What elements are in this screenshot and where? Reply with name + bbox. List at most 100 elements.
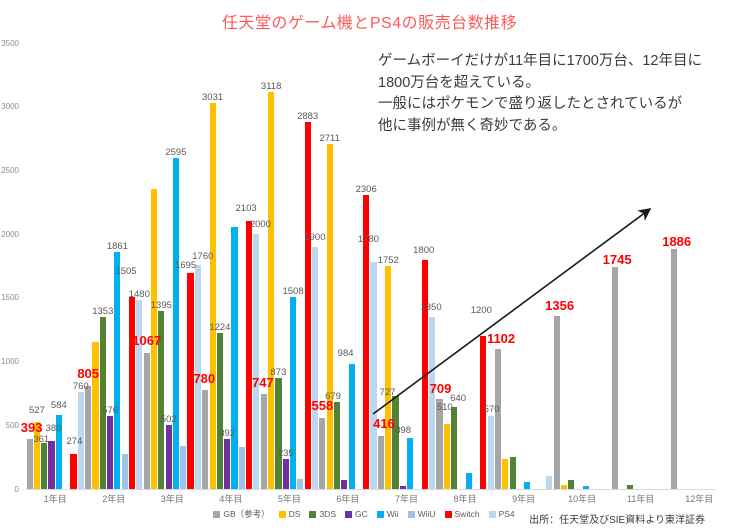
x-tick-year-9: 9年目	[512, 494, 536, 504]
x-tick-year-5: 5年目	[277, 494, 301, 504]
x-tick-year-8: 8年目	[453, 494, 477, 504]
bar-ds-y5	[268, 91, 275, 489]
label-gb-y3: 1067	[132, 333, 162, 349]
bar-3ds-y6	[333, 402, 341, 489]
legend-label-ps4: PS4	[498, 509, 515, 519]
bar-switch-y5	[304, 121, 311, 489]
y-tick-0: 0	[14, 484, 19, 494]
bar-switch-y1	[70, 454, 77, 489]
legend-label-ds: DS	[288, 509, 301, 519]
legend-swatch-wii	[376, 510, 384, 518]
legend-label-3ds: 3DS	[319, 509, 336, 519]
label-ps4-y7: 1350	[420, 301, 442, 313]
bar-gc-y3	[165, 425, 172, 489]
legend-swatch-ps4	[488, 510, 496, 518]
bar-3ds-y8	[451, 407, 458, 489]
y-tick-500: 500	[5, 420, 19, 430]
bar-gc-y2	[107, 415, 114, 489]
bar-gc-y1	[48, 440, 55, 489]
label-switch-y8: 1200	[470, 305, 492, 317]
bar-ps4-y1	[77, 392, 84, 489]
label-ps4-y4: 2000	[249, 219, 271, 231]
bar-gb-y10	[553, 316, 560, 489]
bar-3ds-y5	[275, 377, 282, 489]
bar-ds-y2	[92, 342, 99, 489]
bar-3ds-y1	[41, 442, 48, 489]
y-tick-1500: 1500	[1, 293, 19, 303]
bar-wii-y7	[407, 438, 414, 489]
bar-wii-y8	[465, 473, 472, 489]
x-tick-year-2: 2年目	[102, 494, 126, 504]
annotation-line-3: 一般にはポケモンで盛り返したとされているが	[378, 96, 683, 112]
legend: GB（参考） DS 3DS GC Wii WiiU Switch PS4	[0, 508, 728, 520]
legend-label-wiiu: WiiU	[417, 509, 436, 519]
y-tick-3000: 3000	[1, 102, 19, 112]
bar-ds-y8	[443, 424, 450, 489]
label-gb-y6: 558	[311, 397, 334, 413]
annotation-line-1: ゲームボーイだけが11年目に1700万台、12年目に	[378, 53, 703, 69]
bar-wiiu-y5	[297, 479, 304, 489]
legend-item-gb: GB（参考）	[213, 508, 270, 520]
label-ds-y6: 2711	[319, 132, 340, 144]
chart-title: 任天堂のゲーム機とPS4の販売台数推移	[221, 15, 518, 32]
bar-wii-y3	[172, 158, 180, 489]
label-3ds-y6: 679	[325, 391, 341, 403]
label-wii-y5: 1508	[282, 285, 304, 297]
label-gc-y4: 392	[219, 428, 236, 440]
label-gc-y5: 235	[277, 448, 294, 460]
label-switch-y6: 2306	[355, 184, 377, 196]
bar-gc-y7	[399, 485, 406, 489]
legend-swatch-gb	[213, 510, 221, 518]
bar-wii-y4	[231, 227, 238, 489]
label-ps4-y1: 760	[72, 381, 89, 393]
bar-3ds-y3	[158, 311, 165, 489]
bar-ds-y1	[33, 421, 41, 489]
x-tick-year-12: 12年目	[685, 494, 714, 504]
bar-gb-y2	[85, 386, 92, 489]
label-wii-y3: 2595	[165, 147, 187, 159]
bar-gb-y9	[494, 348, 502, 489]
bar-gc-y4	[224, 439, 231, 489]
bar-gb-y8	[436, 398, 443, 489]
bar-3ds-y7	[392, 396, 399, 489]
legend-swatch-wiiu	[407, 510, 415, 518]
x-tick-year-11: 11年目	[627, 494, 655, 504]
bar-ds-y10	[560, 485, 567, 489]
legend-label-gc: GC	[355, 509, 368, 519]
label-switch-y2: 1505	[115, 266, 137, 278]
legend-item-wiiu: WiiU	[407, 509, 436, 519]
label-gc-y1: 380	[45, 422, 62, 434]
label-gb-y10: 1356	[545, 298, 575, 314]
legend-item-ds: DS	[278, 509, 301, 519]
bar-wiiu-y3	[180, 445, 187, 489]
label-switch-y4: 2103	[235, 203, 257, 215]
annotation-text: ゲームボーイだけが11年目に1700万台、12年目に 1800万台を超えている。…	[378, 51, 730, 137]
legend-label-gb: GB（参考）	[223, 509, 270, 519]
bar-gb-y3	[143, 353, 150, 489]
legend-item-ps4: PS4	[488, 509, 515, 519]
label-ds-y5: 3118	[260, 80, 282, 92]
bar-3ds-y11	[626, 485, 633, 489]
label-gb-y1: 393	[20, 419, 43, 435]
bar-switch-y2	[128, 297, 136, 489]
bar-ps4-y6	[370, 262, 377, 489]
bar-ds-y3	[150, 188, 158, 489]
bar-3ds-y4	[216, 333, 223, 489]
legend-item-switch: Switch	[444, 509, 480, 519]
annotation-line-2: 1800万台を超えている。	[378, 74, 541, 91]
bar-ps4-y9	[546, 476, 553, 489]
bar-3ds-y10	[568, 480, 575, 489]
source-credit: 出所：任天堂及びSIE資料より東洋証券	[529, 515, 705, 526]
label-wii-y2: 1861	[106, 240, 128, 252]
bar-switch-y7	[421, 259, 428, 489]
legend-label-switch: Switch	[454, 509, 480, 519]
label-gb-y11: 1745	[602, 251, 632, 267]
bar-ds-y7	[385, 265, 392, 489]
label-gb-y2: 805	[77, 366, 100, 382]
label-3ds-y5: 873	[270, 366, 287, 378]
x-tick-year-7: 7年目	[394, 494, 418, 504]
legend-swatch-ds	[278, 510, 286, 518]
label-wii-y7: 398	[395, 425, 412, 437]
bar-wii-y2	[114, 251, 121, 489]
label-wii-y6: 984	[337, 347, 354, 359]
